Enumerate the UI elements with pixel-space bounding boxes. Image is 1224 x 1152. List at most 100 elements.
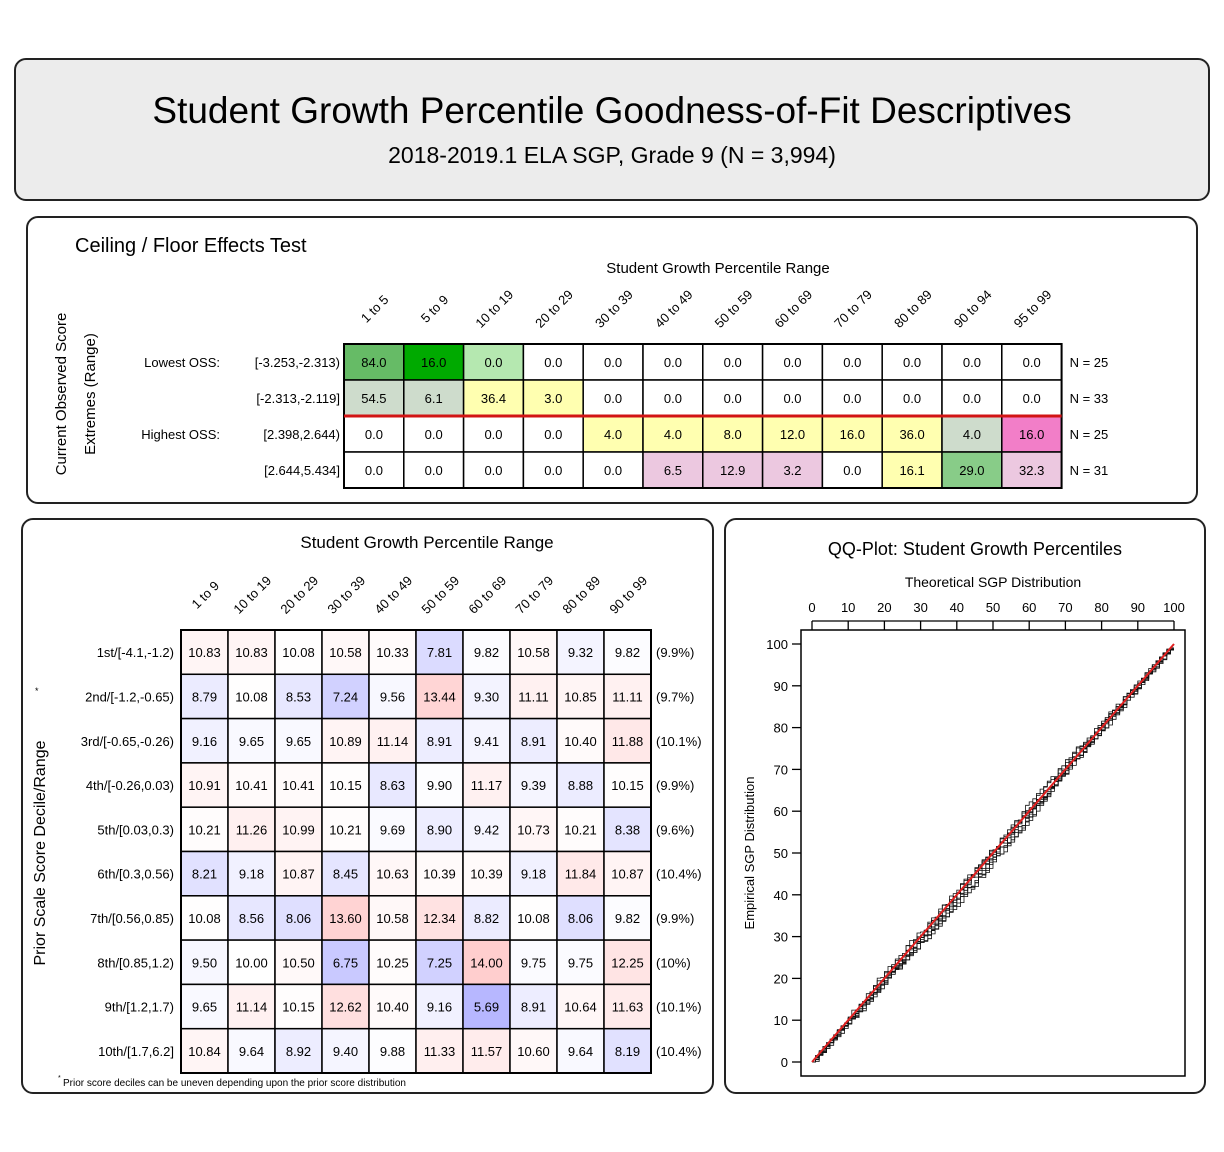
grid-cell-value: 8.45 — [333, 867, 358, 882]
qq-x-tick-label: 70 — [1058, 600, 1072, 615]
grid-cell — [462, 629, 511, 676]
ceiling-cell-value: 0.0 — [544, 355, 562, 370]
grid-cell-value: 10.89 — [329, 734, 362, 749]
grid-row-label: 6th/[0.3,0.56) — [97, 867, 174, 882]
ceiling-cell-value: 0.0 — [1023, 355, 1041, 370]
grid-cell — [556, 629, 605, 676]
grid-cell — [509, 762, 558, 808]
grid-cell-value: 11.11 — [518, 689, 549, 704]
qq-x-tick-label: 90 — [1131, 600, 1145, 615]
grid-cell-value: 10.58 — [329, 645, 362, 660]
grid-cell-value: 8.91 — [521, 1000, 546, 1015]
ceiling-cell — [1001, 415, 1063, 453]
ceiling-cell-value: 0.0 — [963, 391, 981, 406]
grid-cell-value: 11.63 — [612, 1000, 644, 1015]
grid-title: Student Growth Percentile Range — [300, 533, 553, 552]
grid-cell-value: 9.56 — [380, 689, 405, 704]
ceiling-cell-value: 3.0 — [544, 391, 562, 406]
grid-row-label: 9th/[1.2,1.7) — [105, 1000, 174, 1015]
ceiling-cell-value: 6.5 — [664, 463, 682, 478]
ceiling-cell-value: 3.2 — [783, 463, 801, 478]
grid-row-label: 4th/[-0.26,0.03) — [86, 778, 174, 793]
ceiling-cell-value: 0.0 — [724, 391, 742, 406]
grid-cell-value: 8.82 — [474, 911, 499, 926]
grid-cell-value: 9.82 — [474, 645, 499, 660]
grid-row-label: 5th/[0.03,0.3) — [97, 822, 174, 837]
ceiling-ylabel: Current Observed Score — [53, 313, 70, 476]
grid-cell-value: 9.64 — [568, 1044, 593, 1059]
ceiling-cell-value: 29.0 — [959, 463, 984, 478]
ceiling-row-range: [2.644,5.434] — [264, 463, 340, 478]
grid-cell-value: 10.91 — [188, 778, 221, 793]
ceiling-row-group: Highest OSS: — [141, 427, 220, 442]
ceiling-cell-value: 0.0 — [783, 391, 801, 406]
grid-cell-value: 9.18 — [521, 867, 546, 882]
grid-cell-value: 9.82 — [615, 911, 640, 926]
qq-y-tick-label: 30 — [774, 930, 788, 945]
ceiling-cell-value: 0.0 — [365, 463, 383, 478]
grid-cell-value: 14.00 — [470, 955, 503, 970]
ceiling-row-range: [2.398,2.644) — [263, 427, 340, 442]
grid-cell-value: 11.33 — [424, 1044, 456, 1059]
grid-row-pct: (9.9%) — [656, 645, 694, 660]
ceiling-cell-value: 0.0 — [425, 463, 443, 478]
grid-row-pct: (10.4%) — [656, 1044, 702, 1059]
grid-cell-value: 10.73 — [517, 822, 550, 837]
grid-cell — [509, 629, 558, 676]
grid-cell-value: 8.91 — [427, 734, 452, 749]
ceiling-cell-value: 0.0 — [664, 355, 682, 370]
grid-cell — [603, 806, 652, 853]
ceiling-row-n: N = 31 — [1070, 463, 1109, 478]
qq-xlabel: Theoretical SGP Distribution — [905, 574, 1081, 590]
qq-x-tick-label: 10 — [841, 600, 855, 615]
grid-cell-value: 9.65 — [239, 734, 264, 749]
grid-cell — [556, 673, 605, 720]
grid-cell-value: 9.50 — [192, 955, 217, 970]
grid-ylabel-mark: * — [35, 686, 39, 696]
qq-y-tick-label: 70 — [774, 762, 788, 777]
grid-cell — [462, 762, 511, 808]
grid-row-pct: (9.6%) — [656, 822, 694, 837]
ceiling-cell — [881, 343, 943, 381]
grid-cell-value: 9.16 — [427, 1000, 452, 1015]
grid-column-label: 80 to 89 — [559, 573, 603, 617]
grid-cell-value: 11.14 — [236, 1000, 268, 1015]
grid-cell — [415, 673, 464, 720]
grid-cell-value: 8.79 — [192, 689, 217, 704]
grid-cell-value: 9.65 — [192, 1000, 217, 1015]
ceiling-row-range: [-2.313,-2.119] — [256, 391, 340, 406]
grid-column-label: 60 to 69 — [465, 573, 509, 617]
qq-y-tick-label: 80 — [774, 721, 788, 736]
grid-cell-value: 10.85 — [564, 689, 597, 704]
ceiling-column-label: 20 to 29 — [532, 287, 576, 331]
grid-cell-value: 11.84 — [565, 867, 597, 882]
grid-cell-value: 9.18 — [239, 867, 264, 882]
grid-cell — [415, 806, 464, 853]
grid-cell-value: 8.06 — [568, 911, 593, 926]
grid-cell-value: 7.24 — [333, 689, 358, 704]
grid-row-label: 10th/[1.7,6.2] — [98, 1044, 174, 1059]
grid-cell-value: 9.39 — [521, 778, 546, 793]
qq-y-tick-label: 100 — [766, 637, 788, 652]
ceiling-title: Ceiling / Floor Effects Test — [75, 235, 307, 257]
ceiling-column-label: 10 to 19 — [472, 287, 516, 331]
ceiling-ylabel: Extremes (Range) — [82, 333, 99, 455]
grid-cell-value: 5.69 — [474, 1000, 499, 1015]
grid-row-label: 7th/[0.56,0.85) — [90, 911, 174, 926]
ceiling-row-range: [-3.253,-2.313) — [255, 355, 340, 370]
ceiling-column-label: 1 to 5 — [358, 292, 392, 326]
grid-cell-value: 9.69 — [380, 822, 405, 837]
grid-cell-value: 11.26 — [236, 822, 268, 837]
grid-cell-value: 6.75 — [333, 955, 358, 970]
ceiling-column-label: 5 to 9 — [418, 292, 452, 326]
grid-cell — [227, 762, 276, 808]
grid-cell — [462, 673, 511, 720]
ceiling-cell-value: 0.0 — [724, 355, 742, 370]
grid-row-pct: (9.7%) — [656, 689, 694, 704]
grid-cell-value: 9.75 — [568, 955, 593, 970]
ceiling-cell-value: 12.0 — [780, 427, 805, 442]
grid-cell-value: 7.81 — [427, 645, 452, 660]
grid-cell-value: 10.21 — [329, 822, 362, 837]
grid-cell-value: 10.08 — [188, 911, 221, 926]
grid-cell — [368, 895, 417, 941]
